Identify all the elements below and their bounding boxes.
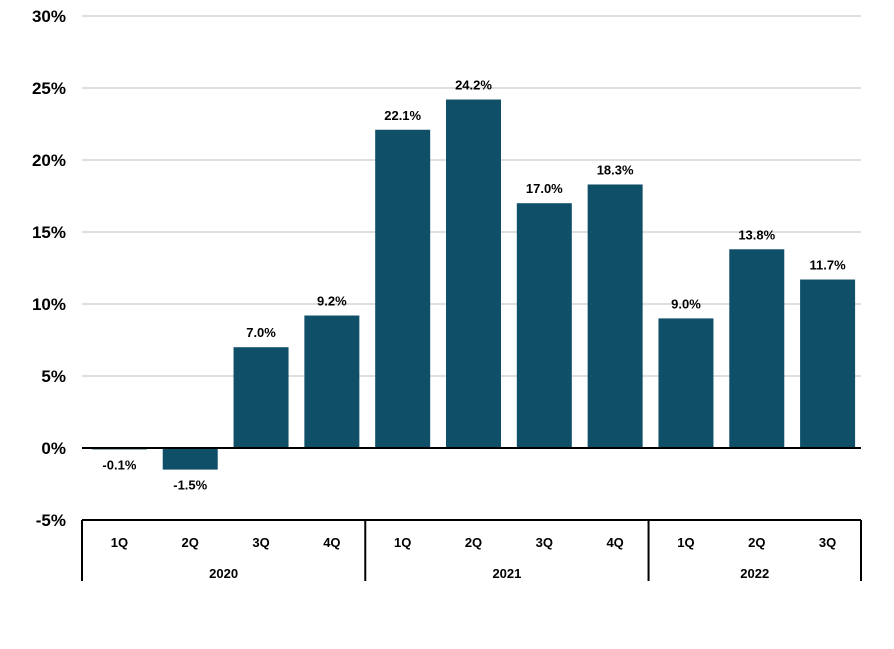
quarter-label: 4Q xyxy=(606,535,623,550)
y-tick-label: 0% xyxy=(41,439,66,458)
data-label: 18.3% xyxy=(597,162,634,177)
y-tick-label: 30% xyxy=(32,7,66,26)
quarter-label: 3Q xyxy=(819,535,836,550)
bar xyxy=(304,315,360,448)
bar xyxy=(587,184,643,449)
quarter-label: 3Q xyxy=(252,535,269,550)
bar xyxy=(233,347,289,448)
data-label: 24.2% xyxy=(455,78,492,93)
quarter-label: 1Q xyxy=(111,535,128,550)
quarter-label: 4Q xyxy=(323,535,340,550)
y-tick-label: 25% xyxy=(32,79,66,98)
data-label: 17.0% xyxy=(526,181,563,196)
bar xyxy=(375,129,431,448)
bar xyxy=(729,249,785,448)
quarter-label: 1Q xyxy=(394,535,411,550)
y-axis-ticks: -5% 0% 5% 10% 15% 20% 25% 30% xyxy=(32,7,66,530)
quarter-label: 2Q xyxy=(182,535,199,550)
x-axis: 1Q 2Q 3Q 4Q 1Q 2Q 3Q 4Q 1Q 2Q 3Q 2020 2021 2022 xyxy=(81,519,862,581)
quarter-label: 2Q xyxy=(465,535,482,550)
bar xyxy=(658,318,714,448)
y-tick-label: 15% xyxy=(32,223,66,242)
data-label: 11.7% xyxy=(810,258,847,273)
y-tick-label: 10% xyxy=(32,295,66,314)
y-tick-label: 20% xyxy=(32,151,66,170)
y-tick-label: 5% xyxy=(41,367,66,386)
bar xyxy=(516,203,572,448)
year-group-label: 2021 xyxy=(492,566,521,581)
data-label: -1.5% xyxy=(173,478,207,493)
data-label: 9.2% xyxy=(317,294,347,309)
quarter-label: 1Q xyxy=(677,535,694,550)
quarter-label: 3Q xyxy=(536,535,553,550)
bars xyxy=(91,99,856,470)
data-label: 22.1% xyxy=(384,108,421,123)
bar xyxy=(446,99,501,449)
year-group-label: 2022 xyxy=(740,566,769,581)
bar xyxy=(162,448,218,470)
data-label: 13.8% xyxy=(738,227,775,242)
bar xyxy=(800,279,856,448)
data-label: -0.1% xyxy=(102,457,136,472)
data-label: 9.0% xyxy=(671,296,701,311)
quarter-label: 2Q xyxy=(748,535,765,550)
year-group-label: 2020 xyxy=(209,566,238,581)
data-labels: -0.1% -1.5% 7.0% 9.2% 22.1% 24.2% 17.0% 18.3% 9.… xyxy=(102,78,846,493)
y-tick-label: -5% xyxy=(36,511,66,530)
data-label: 7.0% xyxy=(246,325,276,340)
